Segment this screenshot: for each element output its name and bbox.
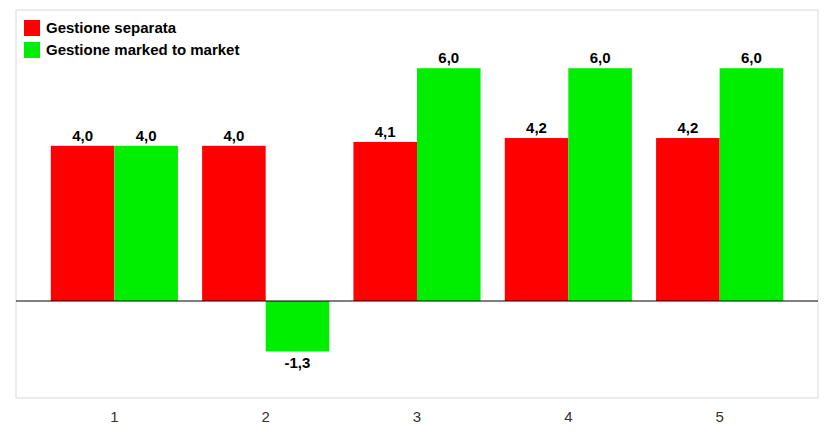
legend-swatch [24, 20, 40, 36]
x-tick-label: 4 [564, 408, 572, 425]
zero-line [16, 301, 818, 302]
legend-swatch [24, 42, 40, 58]
data-label: 4,0 [72, 127, 93, 144]
bar [656, 138, 720, 301]
x-tick-label: 2 [262, 408, 270, 425]
data-labels: 4,0 4,0 4,1 4,2 4,2 4,0 -1,3 6,0 6,0 6,0 [72, 49, 762, 370]
data-label: 4,0 [223, 127, 244, 144]
bar [114, 146, 178, 301]
legend: Gestione separata Gestione marked to mark… [24, 19, 239, 58]
bar [202, 146, 266, 301]
legend-label: Gestione separata [46, 19, 177, 36]
data-label: 4,2 [526, 119, 547, 136]
bar [266, 301, 330, 351]
bar [353, 142, 417, 301]
bar [720, 68, 784, 301]
bar [568, 68, 632, 301]
chart-svg: 4,0 4,0 4,1 4,2 4,2 4,0 -1,3 6,0 6,0 6,0 1 2 3 4 5 Gest… [0, 0, 834, 438]
data-label: 4,2 [677, 119, 698, 136]
x-tick-label: 5 [715, 408, 723, 425]
plot-frame [16, 10, 818, 398]
x-tick-label: 3 [413, 408, 421, 425]
bar [51, 146, 115, 301]
data-label: 4,1 [375, 123, 396, 140]
bar [505, 138, 569, 301]
x-axis: 1 2 3 4 5 [110, 408, 724, 425]
chart-container: 4,0 4,0 4,1 4,2 4,2 4,0 -1,3 6,0 6,0 6,0 1 2 3 4 5 Gest… [0, 0, 834, 438]
bars [51, 68, 783, 351]
data-label: -1,3 [285, 354, 311, 371]
data-label: 6,0 [590, 49, 611, 66]
data-label: 4,0 [136, 127, 157, 144]
legend-label: Gestione marked to market [46, 41, 239, 58]
bar [417, 68, 481, 301]
data-label: 6,0 [741, 49, 762, 66]
data-label: 6,0 [438, 49, 459, 66]
x-tick-label: 1 [110, 408, 118, 425]
